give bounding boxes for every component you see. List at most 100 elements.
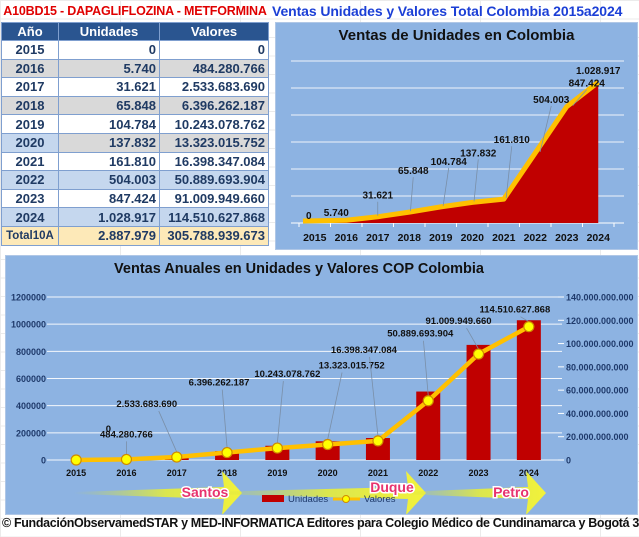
y-left-tick-label: 200000 [16, 428, 46, 438]
leader-line [221, 389, 228, 448]
leader-line [520, 316, 530, 323]
leader-line [423, 340, 429, 396]
leader-line [276, 381, 284, 444]
x-tick-label: 2021 [492, 232, 516, 244]
data-label: 114.510.627.868 [479, 305, 550, 316]
data-label: 0 [106, 424, 111, 435]
x-tick-label: 2023 [469, 468, 489, 478]
units-area-chart: 2015 2016 2017 2018 2019 2020 2021 2022 2023 2024… [291, 60, 624, 244]
chart-legend: Unidades Valores [262, 494, 396, 505]
data-label: 484.280.766 [100, 429, 153, 440]
table-row: 2021 161.810 16.398.347.084 [1, 151, 269, 172]
values-cell: 50.889.693.904 [159, 170, 269, 190]
column-header-units: Unidades [58, 22, 160, 41]
year-cell: 2020 [1, 132, 59, 153]
y-right-tick-label: 100.000.000.000 [566, 339, 634, 349]
units-area [303, 84, 599, 223]
data-label: 6.396.262.187 [189, 378, 250, 389]
president-label-duque: Duque [370, 479, 414, 495]
values-cell: 16.398.347.084 [159, 151, 269, 172]
legend-units-label: Unidades [288, 494, 328, 505]
x-tick-label: 2020 [318, 468, 338, 478]
year-cell: 2021 [1, 151, 59, 172]
petro-arrow [401, 471, 546, 514]
total-units-cell: 2.887.979 [58, 225, 160, 246]
year-cell: 2015 [1, 40, 59, 60]
combo-chart-panel: Ventas Anuales en Unidades y Valores COP… [5, 255, 638, 515]
y-right-tick-label: 40.000.000.000 [566, 409, 629, 419]
y-left-tick-label: 0 [41, 456, 46, 466]
y-right-tick-label: 0 [566, 456, 571, 466]
year-cell: 2024 [1, 207, 59, 227]
y-right-tick-label: 120.000.000.000 [566, 316, 634, 326]
x-tick-label: 2015 [66, 468, 86, 478]
leader-line [410, 177, 414, 212]
y-left-tick-label: 1200000 [11, 293, 46, 303]
data-label: 10.243.078.762 [254, 369, 320, 380]
drug-code-title: A10BD15 - DAPAGLIFLOZINA - METFORMINA [3, 4, 267, 18]
main-title: Ventas Unidades y Valores Total Colombia… [272, 3, 623, 19]
combo-chart: 0 200000 400000 600000 800000 1000000 1200000 0… [11, 293, 634, 514]
data-label: 65.848 [398, 166, 429, 177]
units-line [302, 80, 600, 224]
y-right-tick-label: 20.000.000.000 [566, 432, 629, 442]
data-label: 91.009.949.660 [426, 316, 492, 327]
y-right-tick-label: 60.000.000.000 [566, 386, 629, 396]
duque-arrow [206, 471, 426, 514]
x-tick-label: 2022 [418, 468, 438, 478]
leader-line [158, 410, 178, 453]
legend-values-label: Valores [364, 494, 396, 505]
data-label: 137.832 [460, 148, 497, 159]
y-left-tick-label: 800000 [16, 347, 46, 357]
year-cell: 2017 [1, 77, 59, 97]
data-label: 31.621 [362, 191, 393, 202]
values-cell: 10.243.078.762 [159, 114, 269, 134]
y-left-tick-label: 400000 [16, 401, 46, 411]
values-cell: 13.323.015.752 [159, 132, 269, 153]
units-cell: 104.784 [58, 114, 160, 134]
copyright-footer: © FundaciónObservamedSTAR y MED-INFORMAT… [2, 516, 639, 530]
x-tick-label: 2022 [524, 232, 548, 244]
legend-values-marker [342, 495, 350, 503]
data-label: 5.740 [324, 208, 349, 219]
units-cell: 1.028.917 [58, 207, 160, 227]
table-row: 2015 0 0 [1, 40, 269, 60]
table-row: 2018 65.848 6.396.262.187 [1, 95, 269, 116]
leader-line [442, 167, 450, 206]
values-marker [221, 446, 233, 459]
table-row: 2023 847.424 91.009.949.660 [1, 188, 269, 209]
total-label-cell: Total10A [1, 225, 59, 246]
units-cell: 0 [58, 40, 160, 60]
y-right-tick-label: 80.000.000.000 [566, 362, 629, 372]
units-cell: 161.810 [58, 151, 160, 172]
values-cell: 2.533.683.690 [159, 77, 269, 97]
units-cell: 504.003 [58, 170, 160, 190]
x-tick-label: 2016 [116, 468, 136, 478]
table-row: 2024 1.028.917 114.510.627.868 [1, 207, 269, 227]
y-left-tick-label: 600000 [16, 374, 46, 384]
values-marker [523, 321, 535, 333]
president-label-santos: Santos [182, 484, 229, 500]
x-tick-label: 2017 [366, 232, 390, 244]
chart-title: Ventas Anuales en Unidades y Valores COP… [114, 261, 484, 277]
x-tick-label: 2019 [267, 468, 287, 478]
year-cell: 2018 [1, 95, 59, 116]
x-tick-label: 2024 [587, 232, 611, 244]
values-marker [120, 453, 133, 466]
column-header-year: Año [1, 22, 59, 41]
units-cell: 847.424 [58, 188, 160, 209]
santos-arrow [74, 471, 242, 514]
leader-line [505, 146, 513, 199]
units-area-chart-panel: Ventas de Unidades en Colombia 2015 2016 2… [275, 22, 638, 250]
x-tick-label: 2023 [555, 232, 579, 244]
values-marker [372, 435, 384, 447]
units-cell: 5.740 [58, 58, 160, 79]
x-tick-label: 2024 [519, 468, 539, 478]
x-tick-label: 2018 [217, 468, 237, 478]
data-label: 2.533.683.690 [116, 399, 177, 410]
table-row: 2020 137.832 13.323.015.752 [1, 132, 269, 153]
data-label: 847.424 [569, 79, 606, 90]
data-label: 504.003 [533, 95, 570, 106]
table-row: 2017 31.621 2.533.683.690 [1, 77, 269, 97]
data-label: 161.810 [494, 135, 531, 146]
